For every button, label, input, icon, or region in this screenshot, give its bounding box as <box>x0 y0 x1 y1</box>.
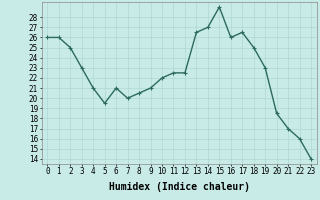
X-axis label: Humidex (Indice chaleur): Humidex (Indice chaleur) <box>109 182 250 192</box>
